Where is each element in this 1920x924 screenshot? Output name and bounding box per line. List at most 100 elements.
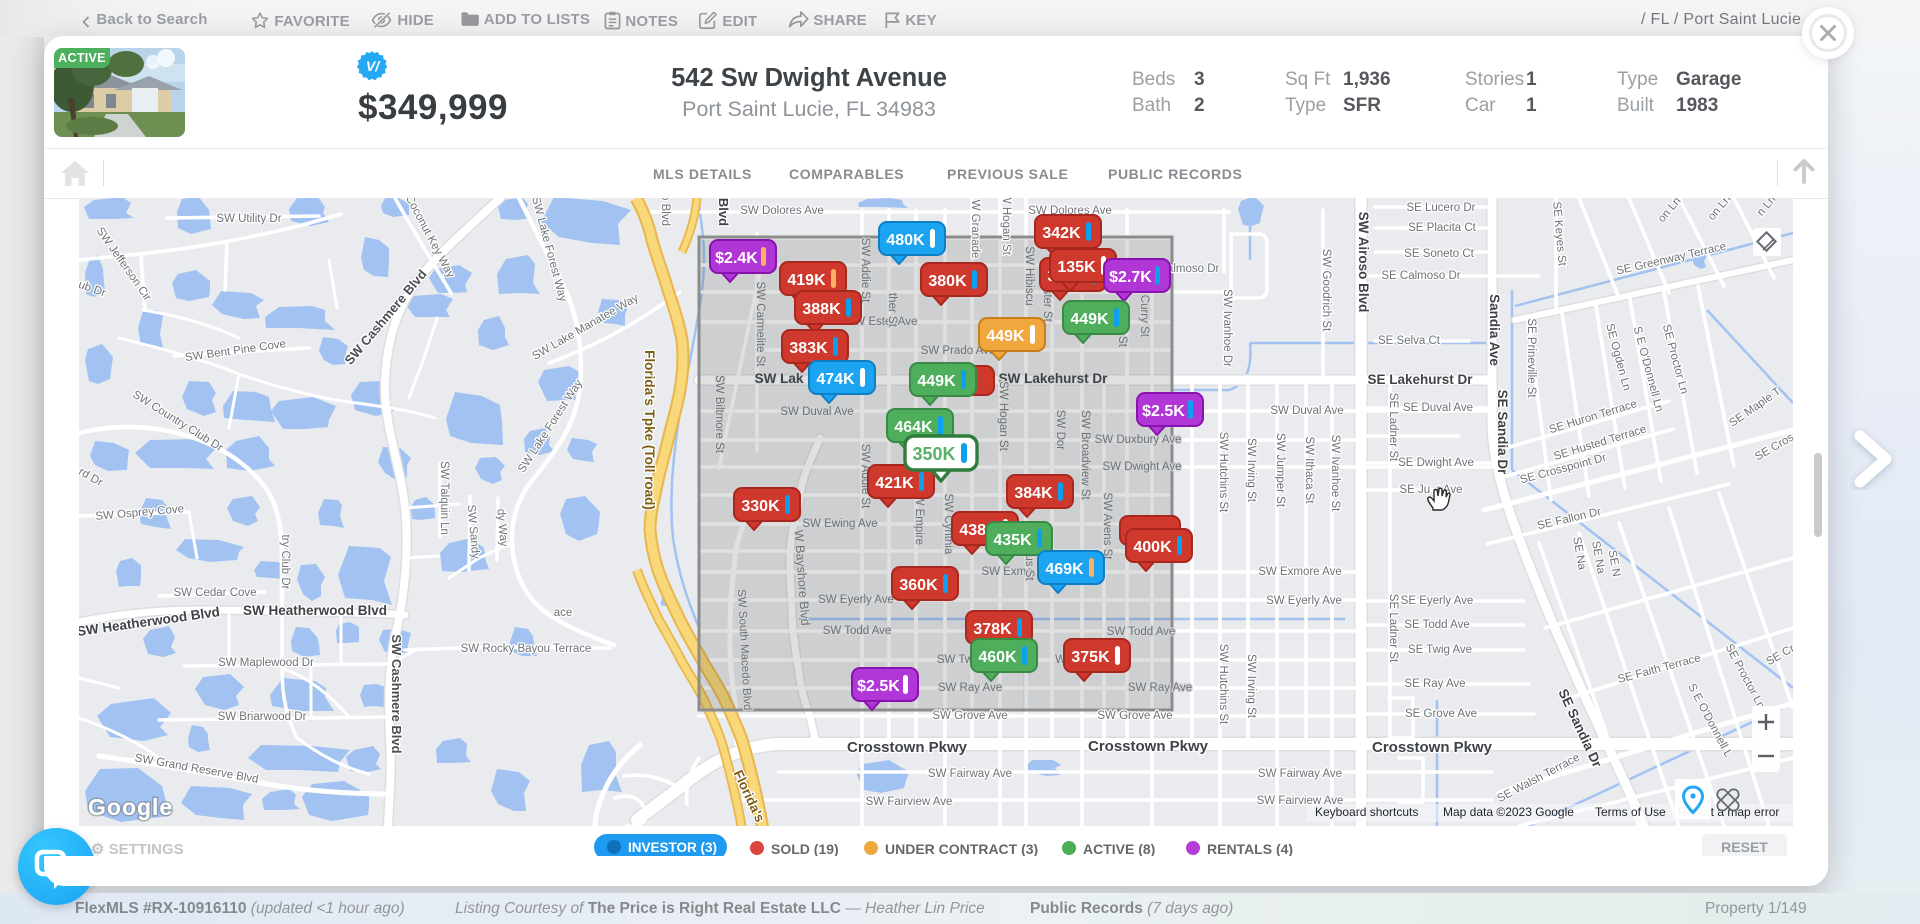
svg-text:SW Dwight Ave: SW Dwight Ave: [1102, 461, 1181, 473]
svg-text:SW Ewing Ave: SW Ewing Ave: [802, 518, 877, 530]
svg-text:SW Goodrich St: SW Goodrich St: [1320, 249, 1332, 332]
svg-text:SW Jumper St: SW Jumper St: [1274, 433, 1286, 508]
svg-text:SW Empire: SW Empire: [913, 487, 925, 545]
svg-text:SW Fairway Ave: SW Fairway Ave: [928, 768, 1012, 780]
svg-text:449K: 449K: [986, 328, 1025, 345]
svg-text:SW Hogan St: SW Hogan St: [997, 381, 1009, 451]
svg-text:SW Cashmere Blvd: SW Cashmere Blvd: [389, 634, 404, 753]
svg-text:SE Soneto Ct: SE Soneto Ct: [1404, 248, 1474, 260]
svg-text:SW Cedar Cove: SW Cedar Cove: [173, 587, 256, 599]
svg-text:SE Dwight Ave: SE Dwight Ave: [1398, 457, 1474, 469]
svg-text:SW Tw: SW Tw: [937, 654, 974, 666]
svg-text:SE Calmoso Dr: SE Calmoso Dr: [1381, 270, 1460, 282]
svg-text:SE Ladner St: SE Ladner St: [1387, 594, 1399, 663]
svg-text:SE Na: SE Na: [1570, 536, 1588, 571]
svg-text:Crosstown Pkwy: Crosstown Pkwy: [1088, 738, 1209, 755]
svg-text:SW Eyerly Ave: SW Eyerly Ave: [1266, 595, 1342, 607]
svg-text:try Club Dr: try Club Dr: [279, 535, 291, 590]
svg-text:ester St: ester St: [1041, 282, 1053, 322]
svg-text:o Blvd: o Blvd: [659, 198, 671, 226]
svg-text:383K: 383K: [789, 340, 828, 357]
svg-text:$2.5K: $2.5K: [1142, 403, 1185, 420]
svg-text:SE Lakehurst Dr: SE Lakehurst Dr: [1367, 372, 1473, 387]
svg-text:Terms of Use: Terms of Use: [1595, 805, 1666, 819]
svg-text:419K: 419K: [787, 272, 826, 289]
svg-text:Calmoso Dr: Calmoso Dr: [1159, 263, 1220, 275]
svg-text:388K: 388K: [802, 301, 841, 318]
svg-text:SW Lak: SW Lak: [755, 371, 804, 386]
svg-text:SW Irving St: SW Irving St: [1245, 438, 1257, 503]
svg-text:SW Hogan St: SW Hogan St: [1000, 198, 1012, 256]
svg-text:Google: Google: [88, 794, 173, 820]
svg-text:464K: 464K: [894, 419, 933, 436]
svg-text:SW Airoso Blvd: SW Airoso Blvd: [1356, 212, 1371, 313]
svg-text:SW Grove Ave: SW Grove Ave: [932, 710, 1007, 722]
svg-text:SW Ithaca St: SW Ithaca St: [1303, 436, 1315, 504]
svg-text:449K: 449K: [917, 373, 956, 390]
svg-text:SE Ladner St: SE Ladner St: [1387, 393, 1399, 462]
svg-text:460K: 460K: [978, 649, 1017, 666]
svg-text:350K: 350K: [912, 444, 955, 464]
svg-text:Keyboard shortcuts: Keyboard shortcuts: [1315, 805, 1418, 819]
svg-text:Crosstown Pkwy: Crosstown Pkwy: [1372, 739, 1493, 756]
svg-text:SE Ju r Ave: SE Ju r Ave: [1399, 484, 1462, 496]
svg-text:SW Grove Ave: SW Grove Ave: [1097, 710, 1172, 722]
svg-text:384K: 384K: [1014, 485, 1053, 502]
svg-text:SW Hutchins St: SW Hutchins St: [1217, 432, 1229, 513]
svg-text:SE Eyerly Ave: SE Eyerly Ave: [1401, 595, 1474, 607]
svg-text:421K: 421K: [875, 475, 914, 492]
svg-text:SE Ray Ave: SE Ray Ave: [1404, 678, 1465, 690]
svg-text:Crosstown Pkwy: Crosstown Pkwy: [847, 739, 968, 756]
svg-text:135K: 135K: [1057, 259, 1096, 276]
svg-text:ther St: ther St: [886, 293, 898, 328]
svg-text:SE Lucero Dr: SE Lucero Dr: [1406, 202, 1475, 214]
svg-text:SW Duval Ave: SW Duval Ave: [780, 406, 853, 418]
svg-text:SW Biltmore St: SW Biltmore St: [713, 375, 725, 454]
svg-text:SW Irving St: SW Irving St: [1245, 654, 1257, 719]
svg-text:SE Twig Ave: SE Twig Ave: [1408, 644, 1472, 656]
svg-text:SW Addie St: SW Addie St: [859, 238, 871, 303]
svg-text:SW Utility Dr: SW Utility Dr: [216, 213, 281, 225]
svg-text:ace: ace: [554, 607, 573, 619]
svg-text:SW Ray Ave: SW Ray Ave: [1128, 682, 1192, 694]
svg-text:$2.5K: $2.5K: [857, 678, 900, 695]
svg-text:SW Lakehurst Dr: SW Lakehurst Dr: [999, 371, 1109, 386]
svg-text:380K: 380K: [928, 273, 967, 290]
svg-text:SE Grove Ave: SE Grove Ave: [1405, 708, 1477, 720]
svg-text:dy Way: dy Way: [494, 508, 509, 547]
svg-text:Blvd: Blvd: [716, 198, 731, 226]
svg-text:SW Prado Ave: SW Prado Ave: [921, 345, 996, 357]
svg-text:SW Ivanhoe St: SW Ivanhoe St: [1329, 435, 1341, 513]
svg-text:SE Placita Ct: SE Placita Ct: [1408, 222, 1477, 234]
svg-text:449K: 449K: [1070, 311, 1109, 328]
svg-text:SE Prineville St: SE Prineville St: [1525, 318, 1537, 398]
svg-text:SW Ivanhoe Dr: SW Ivanhoe Dr: [1221, 289, 1233, 367]
svg-text:Sandia Ave: Sandia Ave: [1487, 294, 1502, 366]
svg-text:469K: 469K: [1045, 561, 1084, 578]
svg-text:SW Hibiscu: SW Hibiscu: [1023, 246, 1035, 305]
svg-text:400K: 400K: [1133, 539, 1172, 556]
svg-text:SW Rocky Bayou Terrace: SW Rocky Bayou Terrace: [461, 643, 592, 655]
svg-text:SW Ray Ave: SW Ray Ave: [938, 682, 1002, 694]
svg-text:SW Talquin Ln: SW Talquin Ln: [438, 461, 450, 535]
svg-text:SW Fairway Ave: SW Fairway Ave: [1258, 768, 1342, 780]
svg-text:SW Exmore Ave: SW Exmore Ave: [1258, 566, 1342, 578]
svg-text:SW Ester Ave: SW Ester Ave: [847, 316, 918, 328]
svg-text:435K: 435K: [993, 532, 1032, 549]
svg-text:SE Duval Ave: SE Duval Ave: [1403, 402, 1473, 414]
svg-text:SW Avens St: SW Avens St: [1101, 493, 1113, 561]
svg-text:SW Dolores Ave: SW Dolores Ave: [740, 205, 824, 217]
svg-text:SW Broadview St: SW Broadview St: [1079, 410, 1091, 500]
svg-text:474K: 474K: [816, 371, 855, 388]
svg-text:SW Heatherwood Blvd: SW Heatherwood Blvd: [243, 603, 387, 618]
svg-text:SW Maplewood Dr: SW Maplewood Dr: [218, 657, 314, 669]
svg-text:SW Exmo: SW Exmo: [981, 566, 1032, 578]
svg-text:SE Selva Ct: SE Selva Ct: [1378, 335, 1441, 347]
svg-text:Map data ©2023 Google: Map data ©2023 Google: [1443, 805, 1574, 819]
svg-text:SW Duval Ave: SW Duval Ave: [1270, 405, 1343, 417]
svg-text:SW Dor: SW Dor: [1054, 410, 1066, 450]
svg-text:Florida's Tpke (Toll road): Florida's Tpke (Toll road): [642, 350, 657, 510]
svg-text:330K: 330K: [741, 498, 780, 515]
svg-text:SW Carmelite St: SW Carmelite St: [754, 282, 766, 368]
svg-text:SW Todd Ave: SW Todd Ave: [1107, 626, 1176, 638]
